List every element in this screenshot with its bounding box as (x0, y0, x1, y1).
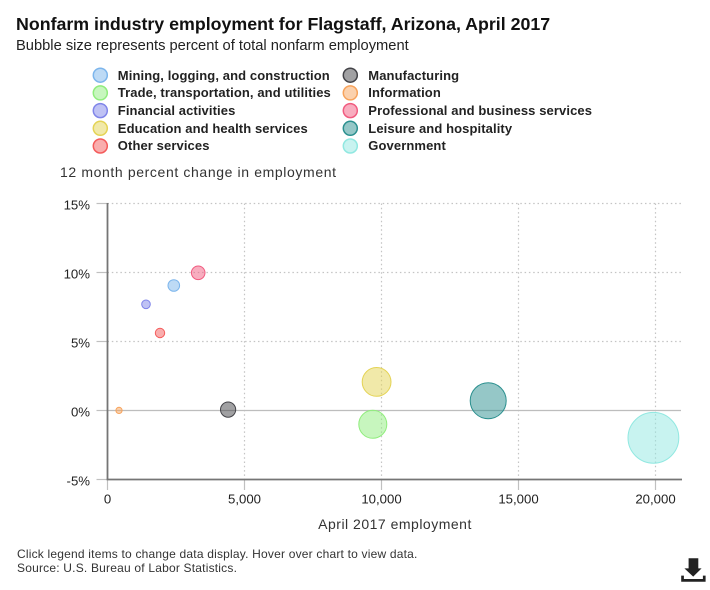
svg-text:15,000: 15,000 (498, 492, 538, 507)
svg-text:5,000: 5,000 (228, 492, 261, 507)
svg-text:5%: 5% (71, 336, 90, 351)
svg-text:0%: 0% (71, 405, 90, 420)
svg-text:20,000: 20,000 (635, 492, 675, 507)
svg-text:0: 0 (104, 492, 111, 507)
svg-text:-5%: -5% (67, 474, 91, 489)
svg-text:15%: 15% (64, 198, 91, 213)
svg-text:10%: 10% (64, 267, 91, 282)
svg-text:10,000: 10,000 (361, 492, 401, 507)
